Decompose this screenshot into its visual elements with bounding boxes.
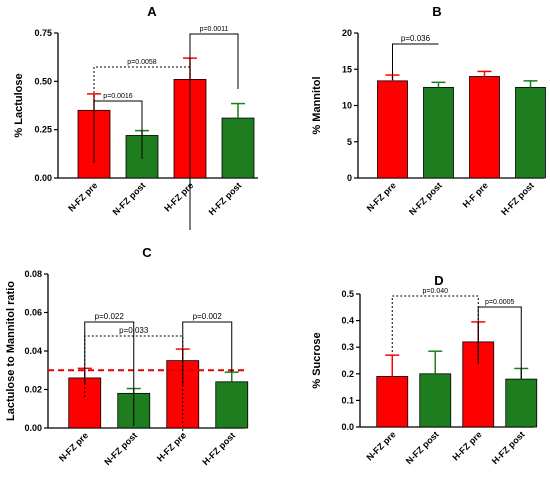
significance-bracket xyxy=(182,321,233,385)
y-tick-label: 0.0 xyxy=(341,422,354,432)
bar xyxy=(377,80,408,179)
p-value-label: p=0.040 xyxy=(423,288,449,295)
y-tick-label: 0.5 xyxy=(341,289,354,299)
y-tick-label: 10 xyxy=(342,101,352,111)
category-label: H-FZ pre xyxy=(450,429,483,462)
category-label: N-FZ pre xyxy=(66,180,99,213)
y-tick-label: 0.25 xyxy=(34,125,52,135)
y-tick-label: 0.50 xyxy=(34,76,52,86)
p-value-label: p=0.0016 xyxy=(103,93,132,100)
y-tick-label: 0.04 xyxy=(24,346,42,356)
p-value-label: p=0.0005 xyxy=(485,299,514,306)
y-tick-label: 0.02 xyxy=(24,385,42,395)
panel-c: C 0.00 0.02 0.04 0.06 0.08 Lactulose to Mannit… xyxy=(5,245,249,467)
y-tick-label: 20 xyxy=(342,28,352,38)
significance-bracket xyxy=(84,335,184,439)
p-value-label: p=0.022 xyxy=(95,312,125,321)
y-axis-label: % Mannitol xyxy=(311,76,323,134)
panel-d: D 0.0 0.1 0.2 0.3 0.4 0.5 % Sucrose N-FZ pre N-FZ… xyxy=(311,273,538,466)
category-label: N-FZ pre xyxy=(365,180,398,213)
category-label: N-FZ post xyxy=(407,180,444,217)
y-tick-label: 0.08 xyxy=(24,269,42,279)
y-tick-label: 0.06 xyxy=(24,308,42,318)
category-label: H-FZ post xyxy=(490,429,527,466)
y-axis-label: % Sucrose xyxy=(311,332,323,388)
p-value-label: p=0.002 xyxy=(193,312,223,321)
y-tick-label: 0.00 xyxy=(24,423,42,433)
bar xyxy=(221,117,255,179)
bar xyxy=(469,76,500,179)
y-tick-label: 0.3 xyxy=(341,342,354,352)
category-label: H-FZ pre xyxy=(155,430,188,463)
panel-label: C xyxy=(142,245,152,260)
bar xyxy=(423,86,454,179)
category-label: N-FZ post xyxy=(102,430,139,467)
panel-label: D xyxy=(434,273,443,288)
y-tick-label: 15 xyxy=(342,64,352,74)
bar xyxy=(376,376,409,428)
p-value-label: p=0.036 xyxy=(401,34,431,43)
significance-bracket xyxy=(477,306,522,379)
significance-bracket xyxy=(189,33,239,230)
y-tick-label: 0.00 xyxy=(34,173,52,183)
y-tick-label: 0.2 xyxy=(341,369,354,379)
panel-label: A xyxy=(147,4,157,19)
category-label: N-FZ pre xyxy=(57,430,90,463)
panel-b: B 0 5 10 15 20 % Mannitol N-FZ pre N-FZ post H-F … xyxy=(311,4,546,217)
bar xyxy=(419,373,452,428)
y-tick-label: 0 xyxy=(347,173,352,183)
y-tick-label: 0.75 xyxy=(34,28,52,38)
category-label: H-FZ post xyxy=(207,180,244,217)
panel-label: B xyxy=(432,4,441,19)
y-axis-label: Lactulose to Mannitol ratio xyxy=(5,281,17,421)
panel-a: A 0.00 0.25 0.50 0.75 % Lactulose N-FZ pre N-FZ… xyxy=(13,4,258,230)
y-tick-label: 0.1 xyxy=(341,395,354,405)
p-value-label: p=0.0058 xyxy=(127,59,156,66)
significance-bracket xyxy=(93,66,191,145)
bar xyxy=(505,378,538,428)
bar xyxy=(68,377,102,429)
category-label: N-FZ post xyxy=(404,429,441,466)
category-label: N-FZ pre xyxy=(364,429,397,462)
category-label: H-F pre xyxy=(461,180,490,209)
y-axis-label: % Lactulose xyxy=(13,73,25,137)
bar xyxy=(215,381,249,429)
y-tick-label: 0.4 xyxy=(341,316,354,326)
category-label: H-FZ post xyxy=(200,430,237,467)
p-value-label: p=0.033 xyxy=(119,326,149,335)
y-tick-label: 5 xyxy=(347,137,352,147)
bar xyxy=(515,86,546,179)
significance-bracket xyxy=(392,43,439,80)
category-label: N-FZ post xyxy=(111,180,148,217)
category-label: H-FZ post xyxy=(499,180,536,217)
p-value-label: p=0.0011 xyxy=(200,26,229,33)
